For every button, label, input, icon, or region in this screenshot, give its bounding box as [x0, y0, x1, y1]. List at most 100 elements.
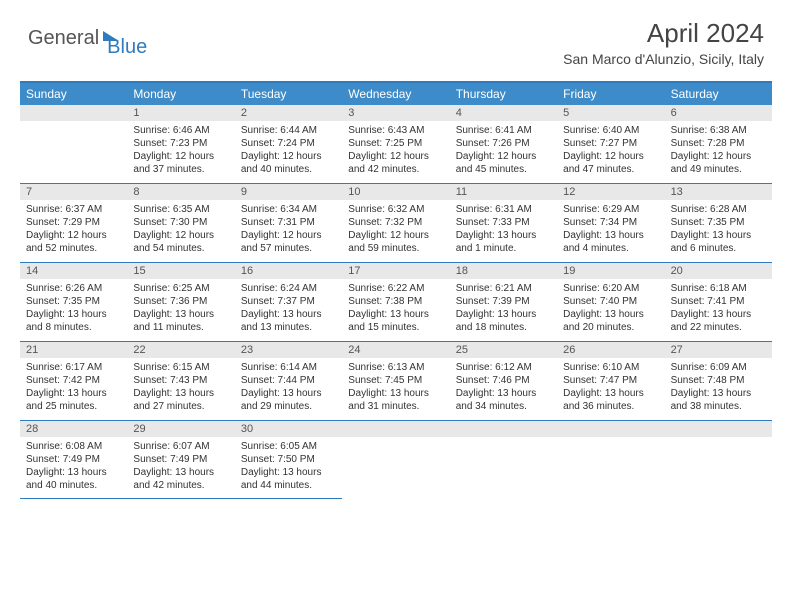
- day-cell: [665, 421, 772, 499]
- date-number: 14: [20, 263, 127, 279]
- day-cell-line: Daylight: 13 hours: [671, 229, 766, 242]
- day-header-thu: Thursday: [450, 83, 557, 105]
- day-cell-line: Daylight: 13 hours: [563, 229, 658, 242]
- day-cell: 4Sunrise: 6:41 AMSunset: 7:26 PMDaylight…: [450, 105, 557, 183]
- day-cell-body: Sunrise: 6:35 AMSunset: 7:30 PMDaylight:…: [127, 200, 234, 259]
- day-cell-line: Sunrise: 6:34 AM: [241, 203, 336, 216]
- day-cell-line: and 6 minutes.: [671, 242, 766, 255]
- day-cell-line: Sunset: 7:35 PM: [671, 216, 766, 229]
- day-cell: 16Sunrise: 6:24 AMSunset: 7:37 PMDayligh…: [235, 263, 342, 341]
- day-cell-body: Sunrise: 6:05 AMSunset: 7:50 PMDaylight:…: [235, 437, 342, 496]
- week-row: 1Sunrise: 6:46 AMSunset: 7:23 PMDaylight…: [20, 105, 772, 184]
- day-cell-line: Sunrise: 6:05 AM: [241, 440, 336, 453]
- date-number: 29: [127, 421, 234, 437]
- day-cell-line: Sunset: 7:41 PM: [671, 295, 766, 308]
- day-cell-line: Daylight: 12 hours: [26, 229, 121, 242]
- day-cell-line: Daylight: 12 hours: [241, 229, 336, 242]
- day-cell-line: and 11 minutes.: [133, 321, 228, 334]
- day-cell: 15Sunrise: 6:25 AMSunset: 7:36 PMDayligh…: [127, 263, 234, 341]
- day-cell-line: Daylight: 13 hours: [241, 387, 336, 400]
- day-cell-line: Daylight: 13 hours: [26, 466, 121, 479]
- date-number: [665, 421, 772, 437]
- logo-text-blue: Blue: [107, 36, 147, 59]
- day-cell-line: and 34 minutes.: [456, 400, 551, 413]
- date-number: 4: [450, 105, 557, 121]
- date-number: 21: [20, 342, 127, 358]
- day-cell-body: Sunrise: 6:07 AMSunset: 7:49 PMDaylight:…: [127, 437, 234, 496]
- day-cell: 9Sunrise: 6:34 AMSunset: 7:31 PMDaylight…: [235, 184, 342, 262]
- date-number: 13: [665, 184, 772, 200]
- day-cell-line: Sunrise: 6:28 AM: [671, 203, 766, 216]
- day-cell-line: Daylight: 13 hours: [241, 466, 336, 479]
- date-number: 23: [235, 342, 342, 358]
- day-cell-line: Daylight: 13 hours: [241, 308, 336, 321]
- date-number: 22: [127, 342, 234, 358]
- day-cell-body: Sunrise: 6:29 AMSunset: 7:34 PMDaylight:…: [557, 200, 664, 259]
- day-cell: 20Sunrise: 6:18 AMSunset: 7:41 PMDayligh…: [665, 263, 772, 341]
- day-cell-line: Daylight: 12 hours: [456, 150, 551, 163]
- day-cell-line: and 44 minutes.: [241, 479, 336, 492]
- calendar: Sunday Monday Tuesday Wednesday Thursday…: [20, 81, 772, 499]
- day-cell-line: Sunrise: 6:46 AM: [133, 124, 228, 137]
- day-cell-line: Daylight: 13 hours: [563, 308, 658, 321]
- day-cell: 25Sunrise: 6:12 AMSunset: 7:46 PMDayligh…: [450, 342, 557, 420]
- day-cell-line: and 18 minutes.: [456, 321, 551, 334]
- day-cell-line: Sunrise: 6:35 AM: [133, 203, 228, 216]
- day-cell-body: Sunrise: 6:26 AMSunset: 7:35 PMDaylight:…: [20, 279, 127, 338]
- day-cell: 11Sunrise: 6:31 AMSunset: 7:33 PMDayligh…: [450, 184, 557, 262]
- date-number: 11: [450, 184, 557, 200]
- date-number: 8: [127, 184, 234, 200]
- day-cell-line: Sunrise: 6:43 AM: [348, 124, 443, 137]
- day-cell-line: Sunrise: 6:29 AM: [563, 203, 658, 216]
- day-cell: 17Sunrise: 6:22 AMSunset: 7:38 PMDayligh…: [342, 263, 449, 341]
- title-block: April 2024 San Marco d'Alunzio, Sicily, …: [563, 18, 764, 67]
- day-cell-line: Sunset: 7:29 PM: [26, 216, 121, 229]
- day-cell-line: and 38 minutes.: [671, 400, 766, 413]
- day-cell-line: Sunrise: 6:21 AM: [456, 282, 551, 295]
- day-cell-line: Sunrise: 6:41 AM: [456, 124, 551, 137]
- date-number: 2: [235, 105, 342, 121]
- date-number: 1: [127, 105, 234, 121]
- day-cell-line: Sunset: 7:42 PM: [26, 374, 121, 387]
- day-cell-line: Sunrise: 6:24 AM: [241, 282, 336, 295]
- day-cell-body: Sunrise: 6:43 AMSunset: 7:25 PMDaylight:…: [342, 121, 449, 180]
- date-number: 9: [235, 184, 342, 200]
- day-cell-line: and 27 minutes.: [133, 400, 228, 413]
- day-cell-line: Sunrise: 6:10 AM: [563, 361, 658, 374]
- day-cell-line: Sunrise: 6:17 AM: [26, 361, 121, 374]
- day-cell-body: Sunrise: 6:18 AMSunset: 7:41 PMDaylight:…: [665, 279, 772, 338]
- date-number: 17: [342, 263, 449, 279]
- day-cell-line: Daylight: 13 hours: [456, 387, 551, 400]
- day-cell-line: and 20 minutes.: [563, 321, 658, 334]
- day-cell: 13 Sunrise: 6:28 AMSunset: 7:35 PMDayligh…: [665, 184, 772, 262]
- day-cell-line: Daylight: 13 hours: [133, 308, 228, 321]
- day-cell-line: Sunrise: 6:20 AM: [563, 282, 658, 295]
- day-cell-line: and 57 minutes.: [241, 242, 336, 255]
- day-cell-line: Sunset: 7:43 PM: [133, 374, 228, 387]
- day-cell-line: and 59 minutes.: [348, 242, 443, 255]
- day-header-row: Sunday Monday Tuesday Wednesday Thursday…: [20, 83, 772, 105]
- week-row: 21 Sunrise: 6:17 AMSunset: 7:42 PM Dayligh…: [20, 342, 772, 421]
- date-number: [450, 421, 557, 437]
- day-cell-line: and 42 minutes.: [133, 479, 228, 492]
- day-cell-line: and 42 minutes.: [348, 163, 443, 176]
- day-cell-line: Sunset: 7:32 PM: [348, 216, 443, 229]
- day-cell-line: Sunset: 7:34 PM: [563, 216, 658, 229]
- month-title: April 2024: [563, 18, 764, 49]
- day-cell-line: Daylight: 13 hours: [671, 387, 766, 400]
- day-cell-line: and 4 minutes.: [563, 242, 658, 255]
- day-cell-body: Sunrise: 6:25 AMSunset: 7:36 PMDaylight:…: [127, 279, 234, 338]
- day-cell-line: Sunset: 7:24 PM: [241, 137, 336, 150]
- day-cell-body: Sunrise: 6:22 AMSunset: 7:38 PMDaylight:…: [342, 279, 449, 338]
- date-number: [342, 421, 449, 437]
- day-cell-line: Daylight: 13 hours: [563, 387, 658, 400]
- day-cell-line: Daylight: 12 hours: [348, 150, 443, 163]
- day-cell-line: Sunrise: 6:15 AM: [133, 361, 228, 374]
- day-cell: 18Sunrise: 6:21 AMSunset: 7:39 PMDayligh…: [450, 263, 557, 341]
- date-number: 30: [235, 421, 342, 437]
- day-cell-line: Sunrise: 6:25 AM: [133, 282, 228, 295]
- day-cell-line: Daylight: 13 hours: [133, 466, 228, 479]
- day-cell-line: Sunrise: 6:32 AM: [348, 203, 443, 216]
- day-cell-line: Daylight: 13 hours: [348, 308, 443, 321]
- day-cell: 21Sunrise: 6:17 AMSunset: 7:42 PMDayligh…: [20, 342, 127, 420]
